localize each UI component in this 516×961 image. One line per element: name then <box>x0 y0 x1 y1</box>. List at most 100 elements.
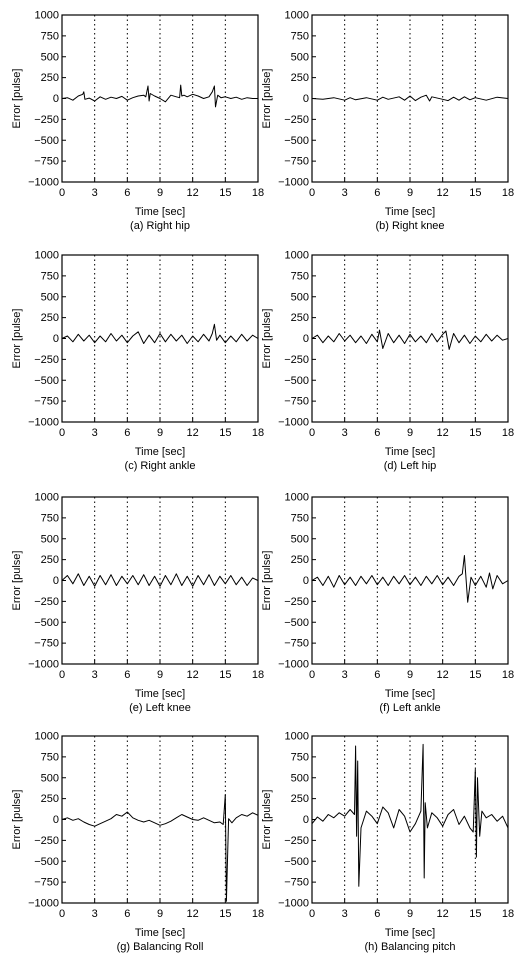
series-line <box>311 555 509 603</box>
x-tick-label: 18 <box>502 669 514 681</box>
x-tick-label: 12 <box>187 187 199 199</box>
y-axis-label: Error [pulse] <box>261 69 273 129</box>
y-tick-label: −250 <box>34 354 59 366</box>
y-tick-label: 0 <box>303 814 309 826</box>
y-tick-label: 1000 <box>35 10 59 22</box>
y-tick-label: −500 <box>34 856 59 868</box>
y-tick-label: 750 <box>291 751 309 763</box>
x-tick-label: 18 <box>502 908 514 920</box>
x-tick-label: 18 <box>252 669 264 681</box>
y-tick-label: 250 <box>291 793 309 805</box>
y-tick-label: 500 <box>291 772 309 784</box>
x-axis-label: Time [sec] <box>385 688 435 700</box>
x-tick-label: 6 <box>124 187 130 199</box>
y-tick-label: 250 <box>291 554 309 566</box>
x-tick-label: 6 <box>124 427 130 439</box>
x-tick-label: 9 <box>407 187 413 199</box>
y-tick-label: −750 <box>34 638 59 650</box>
y-tick-label: −750 <box>284 156 309 168</box>
x-tick-label: 15 <box>469 187 481 199</box>
y-tick-label: 250 <box>291 72 309 84</box>
y-tick-label: −1000 <box>28 898 59 910</box>
x-tick-label: 3 <box>342 187 348 199</box>
x-axis-label: Time [sec] <box>135 927 185 939</box>
y-tick-label: 500 <box>291 533 309 545</box>
x-tick-label: 3 <box>92 908 98 920</box>
x-tick-label: 15 <box>469 427 481 439</box>
x-tick-label: 12 <box>437 427 449 439</box>
x-tick-label: 15 <box>219 187 231 199</box>
y-axis-label: Error [pulse] <box>11 309 23 369</box>
y-tick-label: −250 <box>284 835 309 847</box>
y-tick-label: −750 <box>34 396 59 408</box>
x-tick-label: 6 <box>124 908 130 920</box>
x-tick-label: 15 <box>219 908 231 920</box>
x-tick-label: 9 <box>407 669 413 681</box>
y-tick-label: 0 <box>53 93 59 105</box>
y-tick-label: 0 <box>303 333 309 345</box>
y-tick-label: −750 <box>284 638 309 650</box>
plot-frame <box>311 254 509 423</box>
y-tick-label: −500 <box>284 617 309 629</box>
series-line <box>61 794 259 902</box>
y-tick-label: 250 <box>41 312 59 324</box>
y-tick-label: −750 <box>34 877 59 889</box>
y-tick-label: 750 <box>41 751 59 763</box>
panel-caption: (h) Balancing pitch <box>364 941 455 953</box>
y-tick-label: 500 <box>41 291 59 303</box>
x-axis-label: Time [sec] <box>135 446 185 458</box>
y-tick-label: −1000 <box>28 177 59 189</box>
x-tick-label: 3 <box>342 669 348 681</box>
y-tick-label: 750 <box>41 30 59 42</box>
panel-caption: (a) Right hip <box>130 220 190 232</box>
y-tick-label: −1000 <box>28 417 59 429</box>
x-tick-label: 6 <box>374 427 380 439</box>
x-tick-label: 18 <box>502 187 514 199</box>
series-line <box>61 84 258 108</box>
x-axis-label: Time [sec] <box>385 446 435 458</box>
x-tick-label: 9 <box>407 427 413 439</box>
y-tick-label: −500 <box>284 135 309 147</box>
panel-caption: (d) Left hip <box>384 460 437 472</box>
x-tick-label: 15 <box>219 427 231 439</box>
x-axis-label: Time [sec] <box>385 927 435 939</box>
y-tick-label: 1000 <box>35 731 59 743</box>
y-tick-label: 500 <box>291 51 309 63</box>
x-tick-label: 12 <box>437 908 449 920</box>
x-tick-label: 6 <box>374 187 380 199</box>
y-tick-label: −750 <box>284 396 309 408</box>
x-tick-label: 9 <box>157 427 163 439</box>
y-axis-label: Error [pulse] <box>261 309 273 369</box>
x-tick-label: 18 <box>252 427 264 439</box>
x-tick-label: 12 <box>187 669 199 681</box>
panel-caption: (b) Right knee <box>375 220 444 232</box>
x-tick-label: 18 <box>252 187 264 199</box>
y-tick-label: 250 <box>41 793 59 805</box>
y-tick-label: −1000 <box>278 177 309 189</box>
y-tick-label: 500 <box>41 51 59 63</box>
y-tick-label: −250 <box>34 596 59 608</box>
x-tick-label: 6 <box>374 669 380 681</box>
x-axis-label: Time [sec] <box>135 206 185 218</box>
x-tick-label: 9 <box>157 187 163 199</box>
panel-caption: (f) Left ankle <box>379 702 440 714</box>
y-tick-label: 1000 <box>285 10 309 22</box>
x-axis-label: Time [sec] <box>385 206 435 218</box>
y-tick-label: 250 <box>41 554 59 566</box>
x-axis-label: Time [sec] <box>135 688 185 700</box>
x-tick-label: 15 <box>219 669 231 681</box>
y-tick-label: 500 <box>41 772 59 784</box>
series-line <box>311 743 509 887</box>
x-tick-label: 3 <box>342 427 348 439</box>
y-tick-label: −250 <box>284 596 309 608</box>
x-tick-label: 15 <box>469 908 481 920</box>
x-tick-label: 0 <box>59 187 65 199</box>
x-tick-label: 6 <box>124 669 130 681</box>
y-tick-label: 750 <box>41 270 59 282</box>
y-tick-label: 250 <box>291 312 309 324</box>
